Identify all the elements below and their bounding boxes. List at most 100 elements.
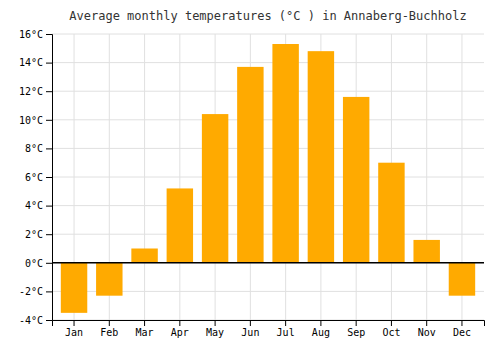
tick-label: Jan (65, 327, 83, 338)
tick-mark (46, 34, 52, 35)
bar (167, 188, 193, 262)
tick-label: Jul (277, 327, 295, 338)
tick: Nov (418, 320, 436, 338)
tick: Feb (100, 320, 118, 338)
bar (237, 67, 263, 263)
tick: Sep (347, 320, 365, 338)
tick-label: Apr (171, 327, 189, 338)
grid-line (179, 34, 180, 320)
tick-mark (109, 320, 110, 326)
grid-line (52, 91, 484, 92)
tick-mark (144, 320, 145, 326)
grid-line (52, 148, 484, 149)
tick-mark (179, 320, 180, 326)
tick-mark (391, 320, 392, 326)
tick-label: Nov (418, 327, 436, 338)
tick: 8°C (25, 143, 52, 154)
tick-label: Aug (312, 327, 330, 338)
tick: 6°C (25, 172, 52, 183)
bar (96, 263, 122, 296)
tick-mark (215, 320, 216, 326)
bars (52, 44, 484, 313)
tick: 12°C (19, 86, 52, 97)
grid-line (52, 234, 484, 235)
tick: Mar (136, 320, 154, 338)
tick-mark (356, 320, 357, 326)
tick-label: Oct (382, 327, 400, 338)
axis-line (53, 321, 485, 327)
bar (61, 263, 87, 313)
tick-mark (285, 320, 286, 326)
tick: Jan (65, 320, 83, 338)
tick: 14°C (19, 57, 52, 68)
tick: Oct (382, 320, 400, 338)
tick-mark (320, 320, 321, 326)
grid-line (52, 177, 484, 178)
tick: 0°C (25, 258, 52, 269)
axis-line (46, 35, 53, 321)
tick: -2°C (19, 286, 52, 297)
bar (272, 44, 298, 263)
tick-mark (74, 320, 75, 326)
tick-label: -2°C (19, 286, 43, 297)
bar (413, 240, 439, 263)
tick-mark (46, 148, 52, 149)
title: Average monthly temperatures (°C ) in An… (69, 9, 466, 23)
tick: Apr (171, 320, 189, 338)
grid-line (52, 119, 484, 120)
tick-label: Dec (453, 327, 471, 338)
grid-line (52, 205, 484, 206)
tick-label: 10°C (19, 115, 43, 126)
tick: 16°C (19, 29, 52, 40)
tick: 2°C (25, 229, 52, 240)
x-axis: Jan Feb Mar Apr May Jun Jul Aug Sep Oct Nov Dec (53, 320, 485, 338)
tick-label: Mar (136, 327, 154, 338)
y-axis: -4°C -2°C 0°C 2°C 4°C 6°C 8°C 10°C 12°C 14°C 16°C (19, 29, 53, 326)
bar (378, 163, 404, 263)
grid-line (52, 262, 484, 263)
tick-mark (250, 320, 251, 326)
tick-mark (46, 120, 52, 121)
plot-area: -4°C -2°C 0°C 2°C 4°C 6°C 8°C 10°C 12°C 14°C 16°C J… (19, 29, 485, 338)
tick-label: Jun (241, 327, 259, 338)
tick: Aug (312, 320, 330, 338)
tick-mark (426, 320, 427, 326)
tick: Dec (453, 320, 471, 338)
tick-label: 8°C (25, 143, 43, 154)
tick-label: 4°C (25, 200, 43, 211)
grid-line (52, 62, 484, 63)
tick-mark (46, 291, 52, 292)
tick-label: 12°C (19, 86, 43, 97)
tick-label: May (206, 327, 224, 338)
grid-line (52, 34, 484, 35)
chart: -4°C -2°C 0°C 2°C 4°C 6°C 8°C 10°C 12°C 14°C 16°C J… (0, 0, 500, 350)
bar (343, 97, 369, 263)
bar (131, 249, 157, 263)
tick: Jul (277, 320, 295, 338)
tick: Jun (241, 320, 259, 338)
tick-label: 16°C (19, 29, 43, 40)
tick-mark (46, 234, 52, 235)
tick-mark (46, 206, 52, 207)
tick-mark (46, 63, 52, 64)
tick-label: -4°C (19, 315, 43, 326)
grid-line (426, 34, 427, 320)
tick-mark (46, 320, 52, 321)
tick-mark (46, 177, 52, 178)
tick-label: 0°C (25, 258, 43, 269)
tick-label: Sep (347, 327, 365, 338)
tick: 10°C (19, 115, 52, 126)
bar (202, 114, 228, 263)
zero-line (52, 262, 484, 264)
tick-label: 14°C (19, 57, 43, 68)
tick: 4°C (25, 200, 52, 211)
grid (52, 34, 484, 320)
tick-label: 2°C (25, 229, 43, 240)
tick: May (206, 320, 224, 338)
bar (308, 51, 334, 263)
tick-mark (461, 320, 462, 326)
bar (449, 263, 475, 296)
tick-mark (46, 263, 52, 264)
tick-mark (46, 91, 52, 92)
tick-label: Feb (100, 327, 118, 338)
